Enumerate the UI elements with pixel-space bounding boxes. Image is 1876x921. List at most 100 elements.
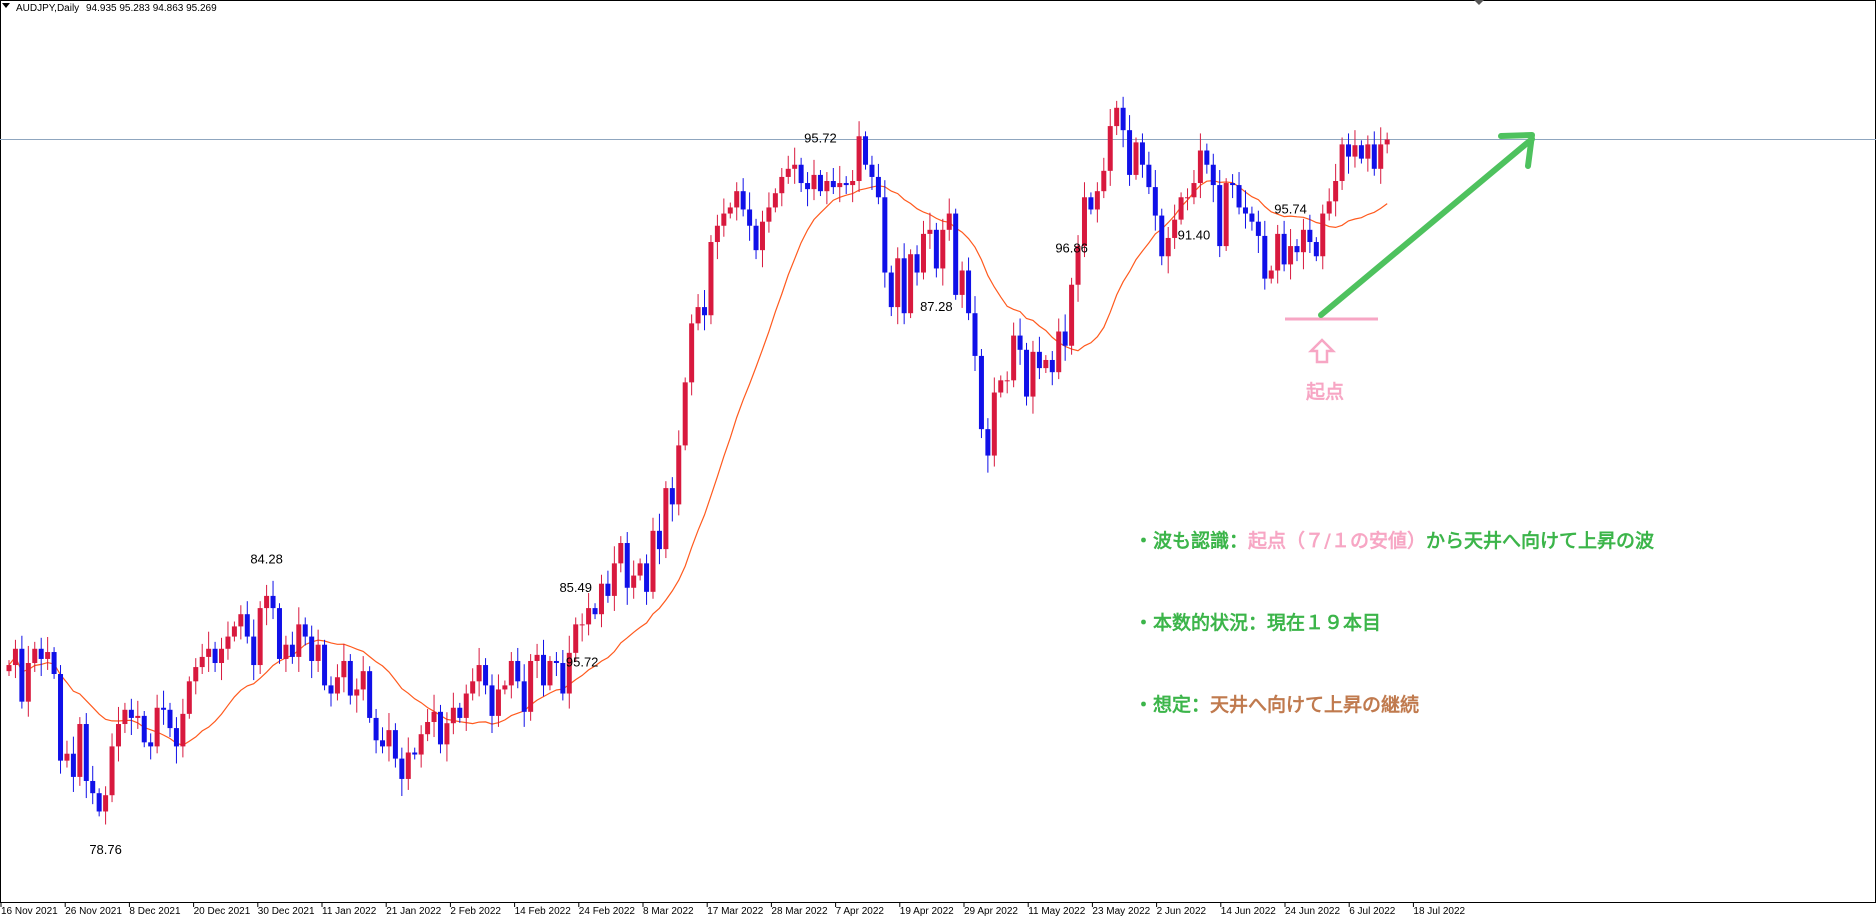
- candle-body: [38, 648, 44, 659]
- candle-body: [444, 723, 450, 745]
- candle: [920, 220, 926, 280]
- price-label: 95.72: [804, 131, 837, 146]
- candle: [45, 636, 51, 670]
- candle: [656, 513, 662, 565]
- candle-body: [966, 270, 972, 314]
- candle-body: [708, 242, 714, 316]
- candle: [553, 652, 559, 677]
- moving-average-layer: [8, 179, 1388, 746]
- candle: [1049, 351, 1055, 386]
- candle-body: [1107, 126, 1113, 171]
- candle-body: [70, 753, 76, 777]
- x-tick-label: 30 Dec 2021: [258, 906, 315, 916]
- candle: [1236, 172, 1242, 215]
- candle: [341, 643, 347, 693]
- x-tick-label: 2 Feb 2022: [450, 906, 501, 916]
- candle-body: [90, 780, 96, 794]
- candle: [566, 635, 572, 709]
- x-tick-label: 28 Mar 2022: [771, 906, 828, 916]
- candle: [135, 700, 141, 729]
- candle: [212, 641, 218, 672]
- candle: [1081, 182, 1087, 258]
- candle: [302, 617, 308, 646]
- candle: [895, 247, 901, 325]
- candle: [96, 788, 102, 817]
- candle: [830, 167, 836, 195]
- candle: [315, 629, 321, 672]
- candle: [1333, 163, 1339, 217]
- x-tick-label: 11 May 2022: [1028, 906, 1086, 916]
- candle: [206, 631, 212, 672]
- dropdown-triangle-icon[interactable]: [2, 3, 10, 8]
- candle: [747, 192, 753, 241]
- price-label: 85.49: [559, 580, 592, 595]
- candle-body: [766, 207, 772, 222]
- candle-body: [489, 685, 495, 716]
- candle-body: [1030, 351, 1036, 397]
- candle-body: [669, 488, 675, 505]
- candle-body: [1197, 150, 1203, 184]
- candle: [1217, 170, 1223, 258]
- candle-body: [721, 213, 727, 226]
- candle: [6, 660, 12, 677]
- candle: [541, 639, 547, 697]
- candle: [173, 717, 179, 764]
- candle: [592, 603, 598, 620]
- candle-body: [991, 392, 997, 456]
- x-tick-label: 14 Feb 2022: [515, 906, 572, 916]
- candle-body: [663, 488, 669, 550]
- candle-body: [805, 183, 811, 190]
- candle-body: [624, 543, 630, 588]
- candle-body: [1011, 335, 1017, 381]
- candle: [38, 637, 44, 677]
- start-point-label: 起点: [1305, 381, 1344, 403]
- candle-body: [521, 681, 527, 712]
- candle: [618, 536, 624, 573]
- candle-body: [946, 213, 952, 230]
- candle-body: [1165, 237, 1171, 257]
- candle-body: [1378, 144, 1384, 169]
- candle: [978, 348, 984, 439]
- candle-body: [1352, 145, 1358, 157]
- candle-body: [656, 530, 662, 550]
- candle: [1204, 143, 1210, 174]
- candle: [367, 666, 373, 723]
- candle-body: [1004, 380, 1010, 382]
- candle: [972, 296, 978, 371]
- candle-body: [875, 176, 881, 198]
- candle: [1242, 190, 1248, 229]
- candle-body: [676, 445, 682, 505]
- candle-body: [1307, 229, 1313, 243]
- x-tick-label: 6 Jul 2022: [1349, 906, 1396, 916]
- x-tick-label: 24 Feb 2022: [579, 906, 636, 916]
- candle-body: [122, 709, 128, 725]
- candle: [714, 214, 720, 260]
- candle: [785, 155, 791, 184]
- candle: [238, 605, 244, 640]
- candle-body: [1255, 221, 1261, 236]
- candle-body: [302, 624, 308, 637]
- candle-body: [199, 656, 205, 668]
- candle-body: [592, 608, 598, 615]
- candle: [219, 637, 225, 681]
- candle: [1036, 336, 1042, 380]
- candle-body: [1300, 229, 1306, 253]
- candle: [1197, 133, 1203, 199]
- candle-body: [1326, 201, 1332, 214]
- note-count-bullet: ・本数的状況：: [1134, 611, 1267, 634]
- candle-body: [863, 136, 869, 165]
- candle: [186, 676, 192, 719]
- candle: [1275, 224, 1281, 284]
- candle: [90, 765, 96, 805]
- candle: [437, 704, 443, 754]
- candle: [908, 249, 914, 319]
- candle-body: [1056, 331, 1062, 373]
- candle-body: [483, 665, 489, 686]
- candle-body: [341, 660, 347, 678]
- candle-body: [1127, 130, 1133, 175]
- candle: [380, 727, 386, 754]
- candle-body: [1358, 145, 1364, 159]
- candle-body: [740, 191, 746, 210]
- candle: [1320, 204, 1326, 270]
